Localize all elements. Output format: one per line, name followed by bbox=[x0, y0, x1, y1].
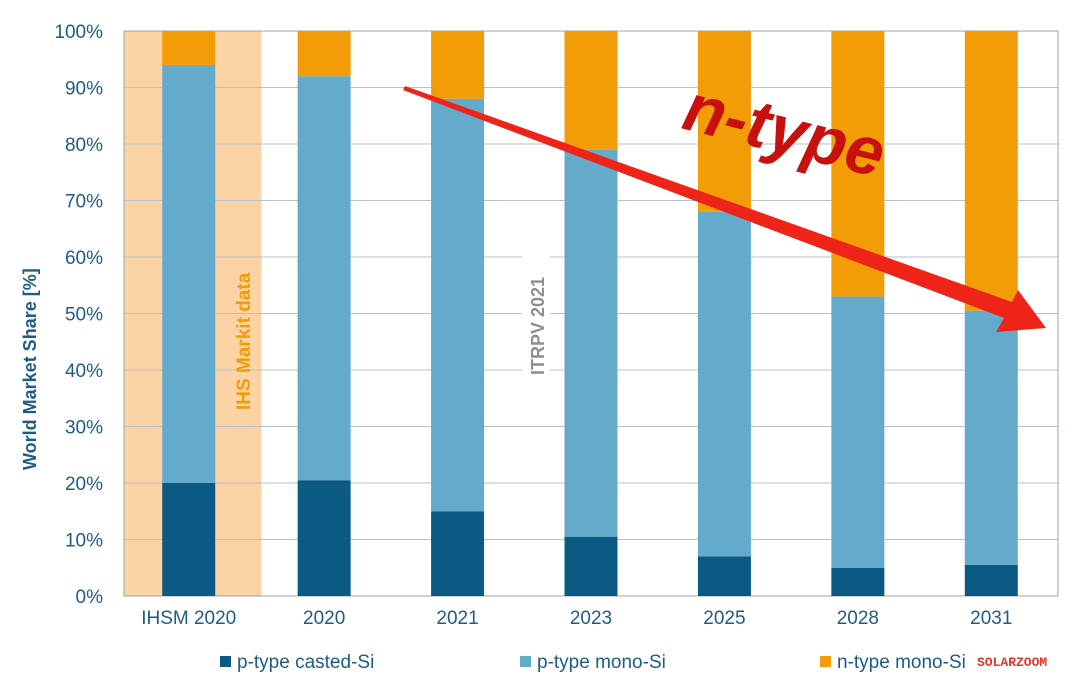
x-tick-label: 2031 bbox=[970, 608, 1012, 629]
x-tick-label: 2028 bbox=[837, 608, 879, 629]
y-tick-label: 10% bbox=[65, 531, 103, 552]
x-tick-label: IHSM 2020 bbox=[141, 608, 236, 629]
y-tick-label: 50% bbox=[65, 305, 103, 326]
bar-segment bbox=[431, 511, 485, 596]
bar-segment bbox=[564, 31, 618, 150]
y-tick-label: 30% bbox=[65, 418, 103, 439]
itrpv-label-bg bbox=[522, 248, 550, 376]
x-tick-label: 2020 bbox=[303, 608, 345, 629]
legend-label: p-type casted-Si bbox=[237, 652, 374, 673]
bar-segment bbox=[831, 567, 885, 596]
y-tick-label: 100% bbox=[54, 22, 103, 43]
bar-segment bbox=[697, 31, 751, 212]
y-tick-label: 90% bbox=[65, 79, 103, 100]
y-tick-label: 40% bbox=[65, 361, 103, 382]
x-tick-label: 2023 bbox=[570, 608, 612, 629]
bar-segment bbox=[297, 31, 351, 77]
y-tick-label: 20% bbox=[65, 474, 103, 495]
bar-segment bbox=[964, 564, 1018, 596]
bar-segment bbox=[564, 149, 618, 537]
x-tick-label: 2021 bbox=[436, 608, 478, 629]
legend-swatch bbox=[820, 656, 831, 667]
y-tick-label: 0% bbox=[76, 587, 104, 608]
bar-segment bbox=[162, 64, 216, 484]
x-tick-label: 2025 bbox=[703, 608, 745, 629]
ihs-band-label: IHS Markit data bbox=[234, 272, 255, 410]
bar-segment bbox=[431, 31, 485, 99]
watermark: SOLARZOOM bbox=[977, 655, 1047, 670]
legend-label: p-type mono-Si bbox=[537, 652, 666, 673]
bar-segment bbox=[431, 98, 485, 512]
y-tick-label: 60% bbox=[65, 248, 103, 269]
bar-segment bbox=[162, 483, 216, 596]
bar-segment bbox=[564, 536, 618, 596]
bar-segment bbox=[162, 31, 216, 65]
trend-arrow bbox=[403, 86, 1046, 332]
legend-swatch bbox=[220, 656, 231, 667]
bar-segment bbox=[697, 556, 751, 596]
itrpv-label: ITRPV 2021 bbox=[528, 277, 548, 375]
bar-segment bbox=[964, 310, 1018, 565]
bar-segment bbox=[964, 31, 1018, 311]
legend-swatch bbox=[520, 656, 531, 667]
y-tick-label: 70% bbox=[65, 192, 103, 213]
y-tick-label: 80% bbox=[65, 135, 103, 156]
bar-segment bbox=[297, 480, 351, 596]
legend-label: n-type mono-Si bbox=[837, 652, 966, 673]
y-axis-label: World Market Share [%] bbox=[20, 268, 40, 470]
bar-segment bbox=[697, 211, 751, 557]
bar-segment bbox=[831, 296, 885, 568]
bar-segment bbox=[297, 76, 351, 481]
